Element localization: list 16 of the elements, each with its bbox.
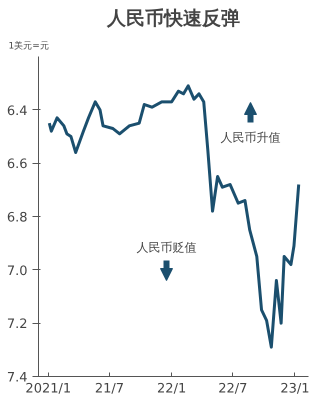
y-tick-label: 6.6	[6, 157, 28, 172]
annotation: 人民币贬值	[136, 240, 196, 254]
x-tick-label: 22/7	[218, 382, 248, 396]
y-tick-label: 7.2	[6, 317, 28, 332]
line-series	[48, 84, 300, 349]
x-tick-label: 23/1	[280, 382, 310, 396]
y-tick-label: 6.4	[6, 104, 28, 119]
y-tick-label: 7.4	[6, 370, 28, 386]
annotation: 人民币升值	[220, 130, 280, 144]
x-tick-label: 21/7	[94, 382, 124, 396]
y-tick-label: 7.0	[6, 264, 28, 279]
x-tick-label: 2021/1	[25, 382, 72, 396]
chart-title: 人民币快速反弹	[106, 8, 240, 30]
y-axis-title: 1美元=元	[8, 40, 49, 52]
x-tick-label: 22/1	[157, 382, 186, 396]
y-tick-label: 6.8	[6, 210, 28, 226]
